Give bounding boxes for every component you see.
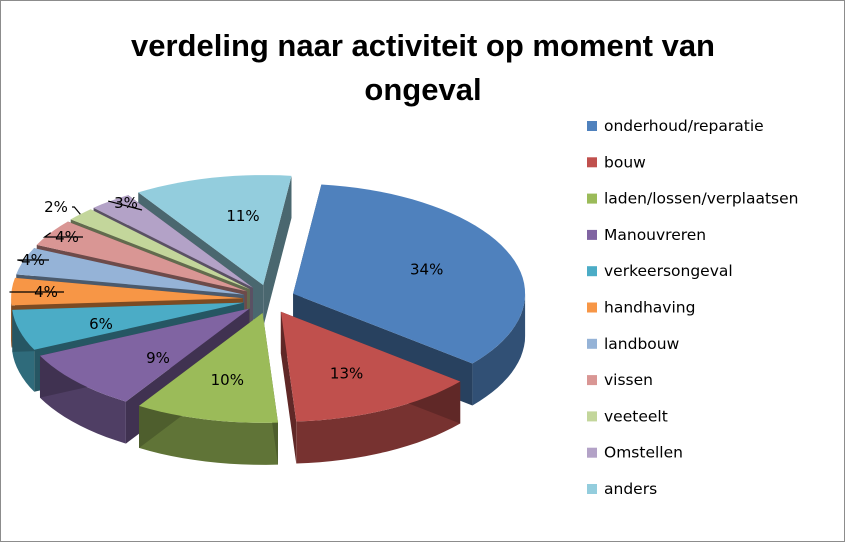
slice-onderhoud-reparatie <box>293 184 526 364</box>
legend-swatch-verkeersongeval <box>587 266 597 277</box>
data-label-anders: 11% <box>226 207 259 225</box>
legend-label-landbouw: landbouw <box>604 335 680 353</box>
data-label-onderhoud-reparatie: 34% <box>410 260 443 278</box>
legend-label-bouw: bouw <box>604 153 646 171</box>
legend-swatch-anders <box>587 484 597 494</box>
data-label-manouvreren: 9% <box>146 349 170 367</box>
slice-anders <box>138 175 292 286</box>
slice-side-handhaving <box>11 298 12 348</box>
slice-cut-bouw-1 <box>280 311 297 464</box>
legend-label-verkeersongeval: verkeersongeval <box>604 262 733 280</box>
data-label-bouw: 13% <box>330 364 363 382</box>
leader-line-landbouw <box>17 259 49 262</box>
legend-swatch-onderhoud-reparatie <box>587 121 597 131</box>
data-label-veeteelt: 2% <box>44 198 68 216</box>
legend-label-onderhoud-reparatie: onderhoud/reparatie <box>604 117 764 135</box>
legend-label-laden-lossen-verplaatsen: laden/lossen/verplaatsen <box>604 190 798 208</box>
legend-swatch-omstellen <box>587 447 597 458</box>
data-label-laden-lossen-verplaatsen: 10% <box>211 371 244 389</box>
legend-swatch-laden-lossen-verplaatsen <box>587 193 597 204</box>
data-label-omstellen: 3% <box>114 194 138 212</box>
leader-line-veeteelt <box>72 206 81 215</box>
data-label-landbouw: 4% <box>21 251 45 269</box>
slice-landbouw <box>16 248 245 295</box>
slice-manouvreren <box>40 308 250 402</box>
legend-swatch-manouvreren <box>587 229 597 240</box>
chart-title-line-1: verdeling naar activiteit op moment van <box>131 28 715 63</box>
legend: onderhoud/reparatie bouw laden/lossen/verp… <box>587 117 798 498</box>
legend-swatch-landbouw <box>587 338 597 349</box>
legend-label-vissen: vissen <box>604 371 653 389</box>
slice-omstellen <box>93 195 253 288</box>
legend-label-veeteelt: veeteelt <box>604 407 668 425</box>
slice-cut-anders-1 <box>263 175 292 328</box>
legend-swatch-vissen <box>587 375 597 386</box>
pie-slices <box>11 175 526 465</box>
slice-side-onderhoud-reparatie <box>472 293 526 406</box>
legend-swatch-veeteelt <box>587 411 597 422</box>
slice-vissen <box>36 221 248 292</box>
slice-veeteelt <box>70 209 250 290</box>
slice-verkeersongeval <box>12 302 244 350</box>
slice-laden-lossen-verplaatsen <box>139 312 278 423</box>
legend-label-manouvreren: Manouvreren <box>604 226 706 244</box>
data-labels: 34% 13% 10% 9% 6% 4% 4% 4% 2% 3% 11% <box>9 194 443 389</box>
leader-line-vissen <box>42 232 83 238</box>
slice-bouw <box>280 311 461 422</box>
legend-swatch-handhaving <box>587 302 597 313</box>
data-label-verkeersongeval: 6% <box>89 315 113 333</box>
data-label-handhaving: 4% <box>34 283 58 301</box>
slice-handhaving <box>11 277 243 306</box>
legend-label-omstellen: Omstellen <box>604 444 683 462</box>
data-label-vissen: 4% <box>55 228 79 246</box>
legend-swatch-bouw <box>587 157 597 168</box>
legend-label-handhaving: handhaving <box>604 299 695 317</box>
legend-label-anders: anders <box>604 480 657 498</box>
leader-line-omstellen <box>108 200 143 211</box>
chart-title-line-2: ongeval <box>364 72 481 107</box>
